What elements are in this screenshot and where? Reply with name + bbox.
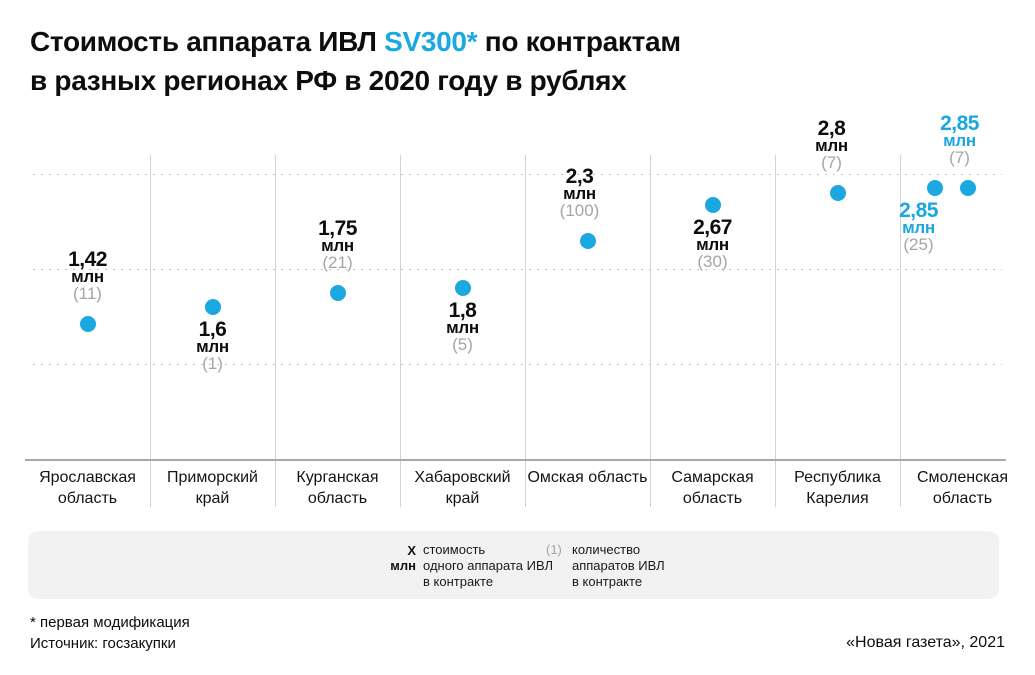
- column-separator: [775, 155, 776, 507]
- point-price: 1,75: [318, 216, 357, 240]
- point-contract-count: (25): [903, 235, 934, 255]
- point-price: 2,67: [693, 216, 732, 240]
- data-point-dot: [579, 232, 596, 249]
- legend-count-marker: (1): [546, 542, 562, 557]
- region-label-6: Самарская область: [671, 469, 754, 507]
- region-label-8: Смоленская область: [916, 469, 1009, 507]
- gridline-1-mln: [33, 364, 1002, 366]
- data-point-dot: [329, 284, 346, 301]
- point-price: 2,8: [817, 117, 846, 140]
- data-point-dot: [704, 197, 721, 214]
- region-label-7: Республика Карелия: [794, 469, 881, 507]
- point-unit: млн: [321, 235, 354, 255]
- column-separator: [150, 155, 151, 507]
- point-label: 1,6 млн (1): [148, 318, 278, 373]
- footnote-modification: * первая модификация: [30, 614, 190, 631]
- point-unit: млн: [902, 218, 935, 238]
- region-label-3: Курганская область: [296, 469, 379, 507]
- source-label: Источник: госзакупки: [30, 635, 176, 652]
- point-unit: млн: [71, 267, 104, 287]
- legend-price-marker: X млн: [390, 543, 416, 573]
- x-axis-line: [25, 459, 1006, 461]
- point-contract-count: (1): [202, 354, 223, 373]
- legend-count-description: количество аппаратов ИВЛ в контракте: [572, 542, 665, 589]
- point-price: 1,6: [198, 318, 227, 341]
- point-price: 2,3: [565, 164, 594, 188]
- point-contract-count: (21): [322, 252, 353, 272]
- point-label: 2,67 млн (30): [648, 216, 778, 272]
- point-contract-count: (5): [452, 335, 473, 354]
- point-unit: млн: [196, 337, 229, 356]
- point-contract-count: (30): [697, 252, 728, 272]
- point-unit: млн: [446, 318, 479, 337]
- point-contract-count: (7): [821, 153, 842, 172]
- point-price: 2,85: [899, 199, 938, 223]
- point-contract-count: (100): [559, 200, 600, 220]
- column-separator: [525, 155, 526, 507]
- point-label: 1,42 млн (11): [23, 248, 153, 304]
- point-unit: млн: [696, 235, 729, 255]
- title-model-highlight: SV300*: [384, 26, 478, 57]
- point-label: 1,75 млн (21): [273, 216, 403, 272]
- legend-band: [28, 531, 999, 599]
- column-separator: [900, 155, 901, 507]
- point-unit: млн: [815, 136, 848, 155]
- title-text-part1: Стоимость аппарата ИВЛ: [30, 26, 385, 57]
- data-point-dot: [959, 180, 976, 197]
- legend-price-description: стоимость одного аппарата ИВЛ в контракт…: [423, 542, 553, 589]
- region-label-2: Приморский край: [166, 469, 258, 507]
- point-price: 1,8: [448, 299, 477, 322]
- data-point-dot: [204, 299, 221, 315]
- data-point-dot: [454, 280, 471, 296]
- column-separator: [275, 155, 276, 507]
- data-point-dot: [79, 316, 96, 333]
- region-label-1: Ярославская область: [39, 469, 136, 507]
- region-label-5: Омская область: [527, 469, 648, 486]
- point-label: 2,85 млн (25): [854, 199, 984, 255]
- chart-title-line2: в разных регионах РФ в 2020 году в рубля…: [30, 65, 627, 96]
- point-unit: млн: [563, 183, 596, 203]
- chart-title: Стоимость аппарата ИВЛ SV300* по контрак…: [30, 22, 681, 100]
- point-contract-count: (11): [73, 284, 102, 304]
- data-point-dot: [926, 180, 943, 197]
- point-label: 2,8 млн (7): [767, 117, 897, 172]
- chart-title-line1: Стоимость аппарата ИВЛ SV300* по контрак…: [30, 22, 681, 61]
- region-label-4: Хабаровский край: [414, 469, 511, 507]
- point-price: 2,85: [940, 112, 979, 136]
- publisher-credit: «Новая газета», 2021: [846, 634, 1005, 651]
- data-point-dot: [829, 185, 846, 201]
- gridline-3-mln: [33, 174, 1002, 176]
- point-contract-count: (7): [949, 148, 970, 168]
- column-separator: [400, 155, 401, 507]
- column-separator: [650, 155, 651, 507]
- gridline-2-mln: [33, 269, 1002, 271]
- title-text-part2: по контрактам: [477, 26, 681, 57]
- point-price: 1,42: [68, 248, 107, 272]
- point-label: 2,3 млн (100): [515, 164, 645, 220]
- point-unit: млн: [943, 131, 976, 151]
- point-label: 2,85 млн (7): [895, 112, 1025, 168]
- point-label: 1,8 млн (5): [398, 299, 528, 354]
